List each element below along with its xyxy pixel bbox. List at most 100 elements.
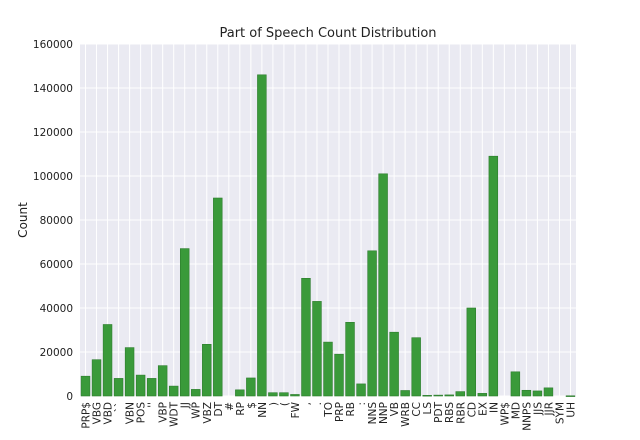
bar-29 bbox=[400, 390, 410, 397]
y-tick-label: 80000 bbox=[40, 215, 73, 227]
bar-25 bbox=[356, 383, 366, 397]
x-tick-label: ( bbox=[279, 402, 291, 406]
x-tick-label: . bbox=[312, 402, 324, 405]
bar-23 bbox=[334, 353, 344, 397]
x-tick-label: CD bbox=[466, 402, 478, 417]
x-tick-label: $ bbox=[246, 402, 258, 409]
x-tick-label: EX bbox=[477, 402, 489, 416]
x-tick-label: : bbox=[356, 402, 368, 406]
bar-28 bbox=[389, 331, 399, 397]
bars bbox=[80, 74, 576, 397]
bar-40 bbox=[521, 389, 532, 397]
x-tick-label: VBG bbox=[92, 402, 104, 424]
x-tick-label: NN bbox=[257, 402, 269, 418]
bar-20 bbox=[301, 277, 311, 397]
x-tick-label: WP$ bbox=[499, 402, 511, 425]
bar-6 bbox=[146, 378, 157, 397]
bar-10 bbox=[191, 389, 201, 397]
bar-5 bbox=[135, 374, 146, 397]
bar-37 bbox=[488, 155, 499, 397]
bar-11 bbox=[202, 343, 212, 397]
x-tick-label: PDT bbox=[433, 401, 445, 422]
y-tick-label: 160000 bbox=[33, 39, 73, 51]
bar-32 bbox=[433, 394, 443, 397]
bar-7 bbox=[157, 365, 168, 397]
x-tick-label: VBZ bbox=[202, 402, 214, 424]
x-tick-label: WRB bbox=[400, 402, 412, 427]
bar-30 bbox=[411, 337, 421, 397]
x-tick-label: PRP bbox=[334, 402, 346, 422]
x-tick-label: VBD bbox=[103, 402, 115, 424]
bar-18 bbox=[279, 392, 289, 397]
x-tick-label: JJS bbox=[532, 402, 544, 416]
x-tick-labels: PRP$ VBG VBD `` VBN POS '' VBP WDT JJ WP VBZ DT # RP $ N… bbox=[81, 401, 578, 430]
y-tick-labels: 0 20000 40000 60000 80000 100000 120000 140000 1… bbox=[33, 39, 73, 403]
bar-12 bbox=[213, 197, 223, 397]
x-tick-label: SYM bbox=[554, 402, 566, 424]
x-tick-label: , bbox=[301, 402, 313, 405]
bar-14 bbox=[235, 389, 245, 397]
bar-17 bbox=[268, 392, 278, 397]
y-axis-label: Count bbox=[16, 202, 30, 238]
bar-44 bbox=[565, 395, 576, 397]
x-tick-label: UH bbox=[565, 402, 577, 418]
y-tick-label: 60000 bbox=[40, 259, 73, 271]
bar-4 bbox=[124, 347, 135, 397]
y-tick-label: 20000 bbox=[40, 347, 73, 359]
bar-1 bbox=[91, 359, 102, 397]
bar-8 bbox=[168, 385, 179, 397]
x-tick-label: NNPS bbox=[521, 402, 533, 431]
x-tick-label: RBS bbox=[444, 402, 456, 423]
bar-19 bbox=[290, 394, 300, 397]
x-tick-label: '' bbox=[147, 402, 159, 408]
x-tick-label: ) bbox=[268, 402, 280, 406]
x-tick-label: NNP bbox=[378, 402, 390, 424]
x-tick-label: MD bbox=[510, 402, 522, 419]
x-tick-label: PRP$ bbox=[81, 402, 93, 429]
chart-title: Part of Speech Count Distribution bbox=[219, 26, 436, 41]
x-tick-label: CC bbox=[411, 402, 423, 417]
bar-42 bbox=[543, 387, 554, 397]
x-tick-label: `` bbox=[114, 402, 126, 413]
x-tick-label: JJ bbox=[180, 402, 192, 409]
bar-9 bbox=[180, 248, 190, 397]
x-tick-label: WP bbox=[191, 402, 203, 419]
bar-22 bbox=[323, 341, 333, 397]
y-tick-label: 100000 bbox=[33, 171, 73, 183]
x-tick-label: IN bbox=[488, 402, 500, 413]
bar-36 bbox=[477, 393, 488, 397]
x-tick-label: NNS bbox=[367, 402, 379, 425]
x-tick-label: RP bbox=[235, 402, 247, 416]
bar-2 bbox=[102, 324, 113, 397]
bar-31 bbox=[422, 395, 432, 397]
bar-21 bbox=[312, 301, 322, 397]
x-tick-label: RBR bbox=[455, 402, 467, 424]
x-tick-label: WDT bbox=[169, 401, 181, 426]
bar-16 bbox=[257, 74, 267, 397]
y-tick-label: 40000 bbox=[40, 303, 73, 315]
y-tick-label: 0 bbox=[66, 391, 73, 403]
bar-24 bbox=[345, 321, 355, 397]
x-tick-label: TO bbox=[323, 402, 335, 418]
x-tick-label: # bbox=[224, 402, 236, 411]
bar-33 bbox=[444, 394, 454, 397]
bar-41 bbox=[532, 390, 543, 397]
x-tick-label: DT bbox=[213, 401, 225, 416]
x-tick-label: FW bbox=[290, 401, 302, 418]
x-tick-label: RB bbox=[345, 402, 357, 417]
y-tick-label: 140000 bbox=[33, 83, 73, 95]
y-tick-label: 120000 bbox=[33, 127, 73, 139]
bar-34 bbox=[455, 391, 465, 397]
x-tick-label: VBN bbox=[125, 402, 137, 424]
bar-39 bbox=[510, 371, 521, 397]
x-tick-label: LS bbox=[422, 402, 434, 415]
bar-26 bbox=[367, 250, 377, 397]
bar-15 bbox=[246, 377, 256, 397]
bar-3 bbox=[113, 378, 124, 397]
bar-35 bbox=[466, 307, 476, 397]
bar-0 bbox=[80, 375, 91, 397]
bar-27 bbox=[378, 173, 388, 397]
x-tick-label: VB bbox=[389, 402, 401, 416]
x-tick-label: POS bbox=[136, 402, 148, 424]
